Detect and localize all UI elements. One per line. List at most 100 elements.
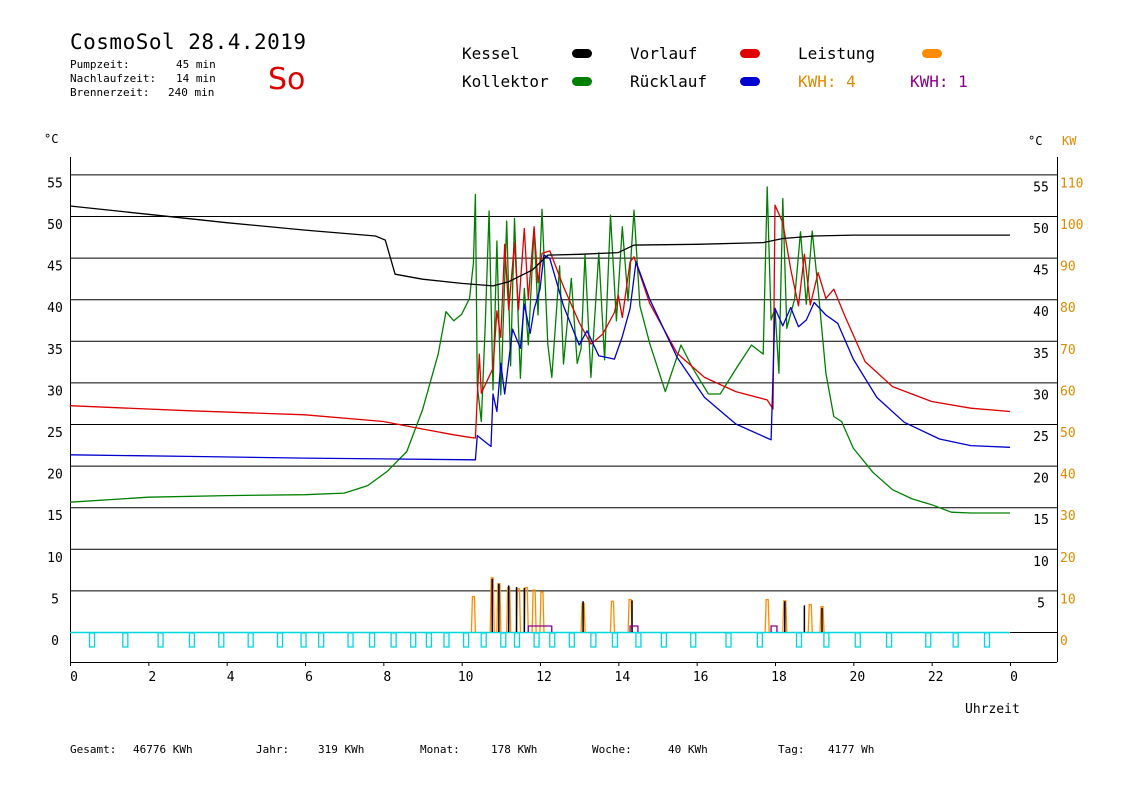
pump-marker-33: [925, 632, 932, 648]
y-right-kw-tick-60: 60: [1060, 384, 1076, 399]
y-left-tick-15: 15: [47, 509, 63, 524]
y-right-c-tick-55: 55: [1033, 180, 1049, 195]
brennerzeit-value: 240 min: [168, 86, 215, 99]
pump-marker-8: [318, 632, 325, 648]
pump-marker-27: [725, 632, 732, 648]
y-right-c-tick-30: 30: [1033, 388, 1049, 403]
pump-marker-13: [425, 632, 433, 648]
y-right-kw-tick-50: 50: [1060, 426, 1076, 441]
legend-kollektor-label: Kollektor: [462, 72, 549, 91]
footer-monat-value: 178 KWh: [491, 743, 538, 756]
pump-marker-24: [635, 632, 642, 648]
brennerzeit-label: Brennerzeit:: [70, 86, 150, 99]
y-right-c-tick-40: 40: [1033, 305, 1049, 320]
pumpzeit-label: Pumpzeit:: [70, 58, 130, 71]
pump-marker-12: [410, 632, 417, 648]
leistung-peak-1: [489, 577, 495, 633]
y-left-tick-35: 35: [47, 343, 63, 358]
pump-marker-17: [500, 632, 507, 648]
legend-kwh-second: KWH: 1: [910, 72, 968, 91]
footer-tag-value: 4177 Wh: [828, 743, 875, 756]
legend-ruecklauf-label: Rücklauf: [630, 72, 708, 91]
y-right-c-tick-15: 15: [1033, 513, 1049, 528]
leistung-peak-9: [609, 600, 616, 633]
legend-vorlauf-label: Vorlauf: [630, 44, 698, 63]
footer-tag-label: Tag:: [778, 743, 805, 756]
kwh-hump-2: [629, 625, 639, 632]
y-right-kw-tick-90: 90: [1060, 260, 1076, 275]
footer-gesamt-label: Gesamt:: [70, 743, 117, 756]
footer-monat-label: Monat:: [420, 743, 460, 756]
footer-jahr-value: 319 KWh: [318, 743, 365, 756]
x-tick-6: 12: [536, 670, 552, 685]
footer-gesamt-value: 46776 KWh: [133, 743, 193, 756]
y-left-tick-25: 25: [47, 426, 63, 441]
y-left-tick-5: 5: [51, 592, 59, 607]
legend-kollektor-swatch: [572, 77, 592, 86]
y-right-c-tick-5: 5: [1037, 596, 1045, 611]
pump-marker-19: [533, 632, 540, 648]
y-left-tick-30: 30: [47, 384, 63, 399]
y-right-kw-tick-80: 80: [1060, 301, 1076, 316]
left-axis-unit: °C: [44, 132, 59, 146]
pump-marker-21: [568, 632, 575, 648]
y-left-tick-0: 0: [51, 634, 59, 649]
y-right-kw-tick-10: 10: [1060, 592, 1076, 607]
pump-marker-4: [218, 632, 225, 648]
y-left-tick-20: 20: [47, 468, 63, 483]
legend-vorlauf-swatch: [740, 49, 760, 58]
pump-marker-1: [122, 632, 129, 648]
right-axis-unit-kw: KW: [1062, 134, 1077, 148]
y-right-kw-tick-30: 30: [1060, 509, 1076, 524]
pump-marker-20: [549, 632, 556, 648]
series-kollektor: [69, 186, 1010, 514]
pump-marker-15: [462, 632, 470, 648]
chart-title: CosmoSol 28.4.2019: [70, 30, 307, 54]
nachlaufzeit-label: Nachlaufzeit:: [70, 72, 157, 85]
series-kessel: [69, 205, 1010, 287]
y-right-kw-tick-70: 70: [1060, 343, 1076, 358]
chart-axes: [70, 157, 1058, 666]
pumpzeit-value: 45 min: [176, 58, 216, 71]
x-axis-label: Uhrzeit: [965, 702, 1020, 717]
pump-marker-14: [443, 632, 450, 648]
y-left-tick-40: 40: [47, 301, 63, 316]
pump-marker-22: [590, 632, 597, 648]
y-right-kw-tick-100: 100: [1060, 218, 1083, 233]
pump-marker-23: [611, 632, 619, 648]
right-axis-unit-c: °C: [1028, 134, 1043, 148]
x-tick-9: 18: [771, 670, 787, 685]
pump-marker-31: [854, 632, 861, 648]
pump-marker-25: [660, 632, 668, 648]
y-left-tick-50: 50: [47, 218, 63, 233]
pump-marker-0: [88, 632, 96, 648]
y-right-c-tick-45: 45: [1033, 264, 1049, 279]
leistung-peak-7: [539, 591, 545, 633]
grid-lines: [70, 174, 1057, 633]
y-left-tick-10: 10: [47, 551, 63, 566]
leistung-peak-11: [764, 598, 770, 633]
y-right-c-tick-35: 35: [1033, 347, 1049, 362]
pump-marker-5: [247, 632, 254, 648]
x-tick-2: 4: [227, 670, 235, 685]
x-tick-11: 22: [928, 670, 944, 685]
kwh-hump-0: [527, 625, 553, 632]
legend-leistung-swatch: [922, 49, 942, 58]
kwh-hump-1: [770, 625, 778, 632]
legend-ruecklauf-swatch: [740, 77, 760, 86]
nachlaufzeit-value: 14 min: [176, 72, 216, 85]
leistung-peak-0: [470, 595, 477, 633]
y-right-c-tick-25: 25: [1033, 430, 1049, 445]
y-right-c-tick-20: 20: [1033, 472, 1049, 487]
x-tick-1: 2: [148, 670, 156, 685]
pump-marker-26: [690, 632, 697, 648]
pump-marker-7: [300, 632, 307, 648]
pump-marker-6: [276, 632, 284, 648]
x-tick-4: 8: [383, 670, 391, 685]
weekday-label: So: [268, 62, 306, 97]
leistung-peak-14: [819, 605, 825, 633]
pump-marker-28: [756, 632, 763, 648]
y-right-c-tick-50: 50: [1033, 222, 1049, 237]
series-ruecklauf: [69, 254, 1011, 461]
